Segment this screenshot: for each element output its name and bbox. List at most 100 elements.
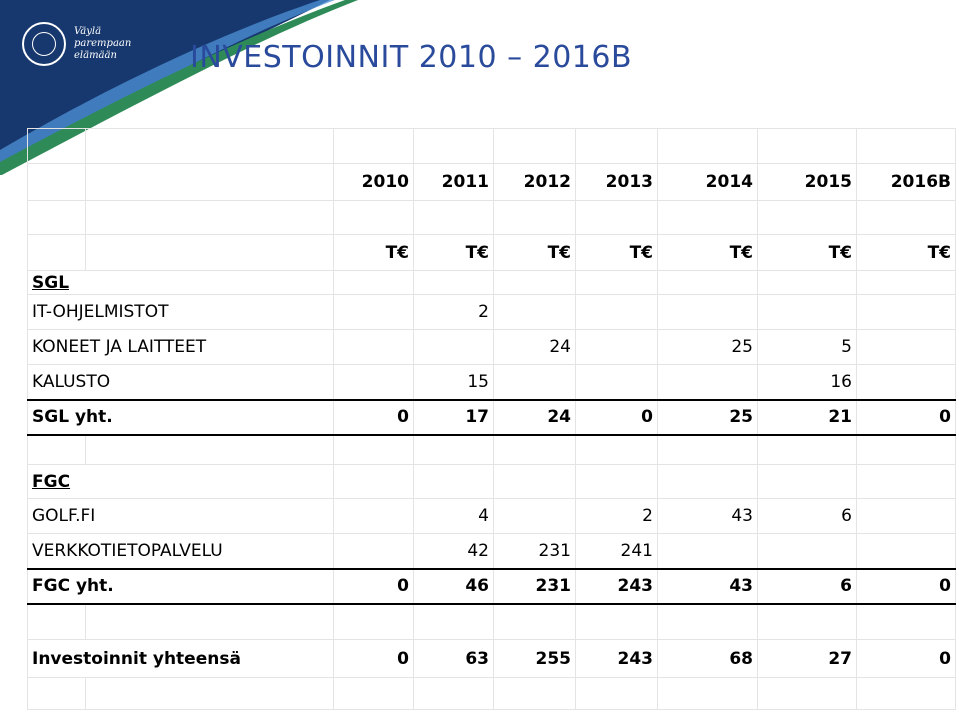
table-cell [413,677,494,710]
corner-swoosh [0,0,358,175]
value-cell: 231 [493,567,576,605]
value-cell [657,364,758,400]
value-cell: 243 [575,567,658,605]
section-heading: FGC [27,464,334,499]
section-row-fgc: FGC [27,464,956,499]
column-header: 2013 [575,163,658,201]
table-cell [856,464,956,499]
table-cell [657,434,758,465]
column-header: 2012 [493,163,576,201]
tagline-line: parempaan [74,38,132,49]
value-cell: 0 [575,398,658,436]
column-header: T€ [757,234,857,271]
table-cell [333,603,414,640]
table-cell [413,464,494,499]
table-cell [493,603,576,640]
value-cell: 27 [757,639,857,678]
value-cell [493,364,576,400]
value-cell [413,329,494,365]
table-cell [856,200,956,235]
row-label: KONEET JA LAITTEET [27,329,334,365]
table-cell [657,270,758,295]
table-cell [657,464,758,499]
value-cell [333,498,414,534]
unit-header-row: T€ T€ T€ T€ T€ T€ T€ [27,234,956,271]
value-cell: 4 [413,498,494,534]
brand-tagline: Väylä parempaan elämään [74,26,131,62]
value-cell [333,364,414,400]
table-cell [27,200,86,235]
table-cell [85,434,334,465]
value-cell: 0 [856,567,956,605]
value-cell [493,498,576,534]
value-cell: 43 [657,567,758,605]
value-cell: 17 [413,398,494,436]
value-cell [856,364,956,400]
table-cell [85,603,334,640]
value-cell: 2 [575,498,658,534]
value-cell [757,533,857,569]
table-cell [757,603,857,640]
logo-emblem-icon [32,32,56,56]
table-cell [757,200,857,235]
table-cell [856,434,956,465]
table-cell [856,128,956,164]
slide-title: INVESTOINNIT 2010 – 2016B [190,40,633,75]
spacer-row [27,677,956,710]
table-cell [493,128,576,164]
value-cell: 25 [657,329,758,365]
table-cell [85,163,334,201]
value-cell: 21 [757,398,857,436]
table-cell [413,270,494,295]
table-cell [856,677,956,710]
value-cell: 16 [757,364,857,400]
table-cell [856,270,956,295]
row-label: SGL yht. [27,398,334,436]
value-cell: 0 [333,398,414,436]
value-cell: 15 [413,364,494,400]
table-cell [657,677,758,710]
table-row: KALUSTO 15 16 [27,364,956,400]
table-cell [493,677,576,710]
value-cell: 63 [413,639,494,678]
value-cell: 231 [493,533,576,569]
table-cell [657,603,758,640]
value-cell: 42 [413,533,494,569]
value-cell: 24 [493,329,576,365]
value-cell: 6 [757,498,857,534]
table-cell [333,270,414,295]
table-cell [657,128,758,164]
value-cell [575,294,658,330]
table-cell [27,234,86,271]
table-row: VERKKOTIETOPALVELU 42 231 241 [27,533,956,569]
column-header: T€ [493,234,576,271]
table-cell [27,128,86,164]
value-cell: 43 [657,498,758,534]
table-cell [493,200,576,235]
row-label: Investoinnit yhteensä [27,639,334,678]
table-row: KONEET JA LAITTEET 24 25 5 [27,329,956,365]
value-cell: 2 [413,294,494,330]
tagline-line: elämään [74,50,117,61]
investments-table: 2010 2011 2012 2013 2014 2015 2016B T€ T€ T€ T€ T€ T… [27,128,956,710]
value-cell: 0 [856,639,956,678]
table-cell [27,434,86,465]
table-cell [85,234,334,271]
value-cell [757,294,857,330]
column-header: T€ [657,234,758,271]
table-row: IT-OHJELMISTOT 2 [27,294,956,330]
value-cell [657,294,758,330]
column-header: 2014 [657,163,758,201]
subtotal-row: SGL yht. 0 17 24 0 25 21 0 [27,398,956,436]
table-cell [575,200,658,235]
value-cell: 46 [413,567,494,605]
section-heading: SGL [27,270,334,295]
table-cell [27,603,86,640]
value-cell: 68 [657,639,758,678]
value-cell: 5 [757,329,857,365]
row-label: VERKKOTIETOPALVELU [27,533,334,569]
subtotal-row: FGC yht. 0 46 231 243 43 6 0 [27,567,956,605]
golf-federation-logo [22,22,66,66]
table-cell [85,677,334,710]
spacer-row [27,603,956,640]
